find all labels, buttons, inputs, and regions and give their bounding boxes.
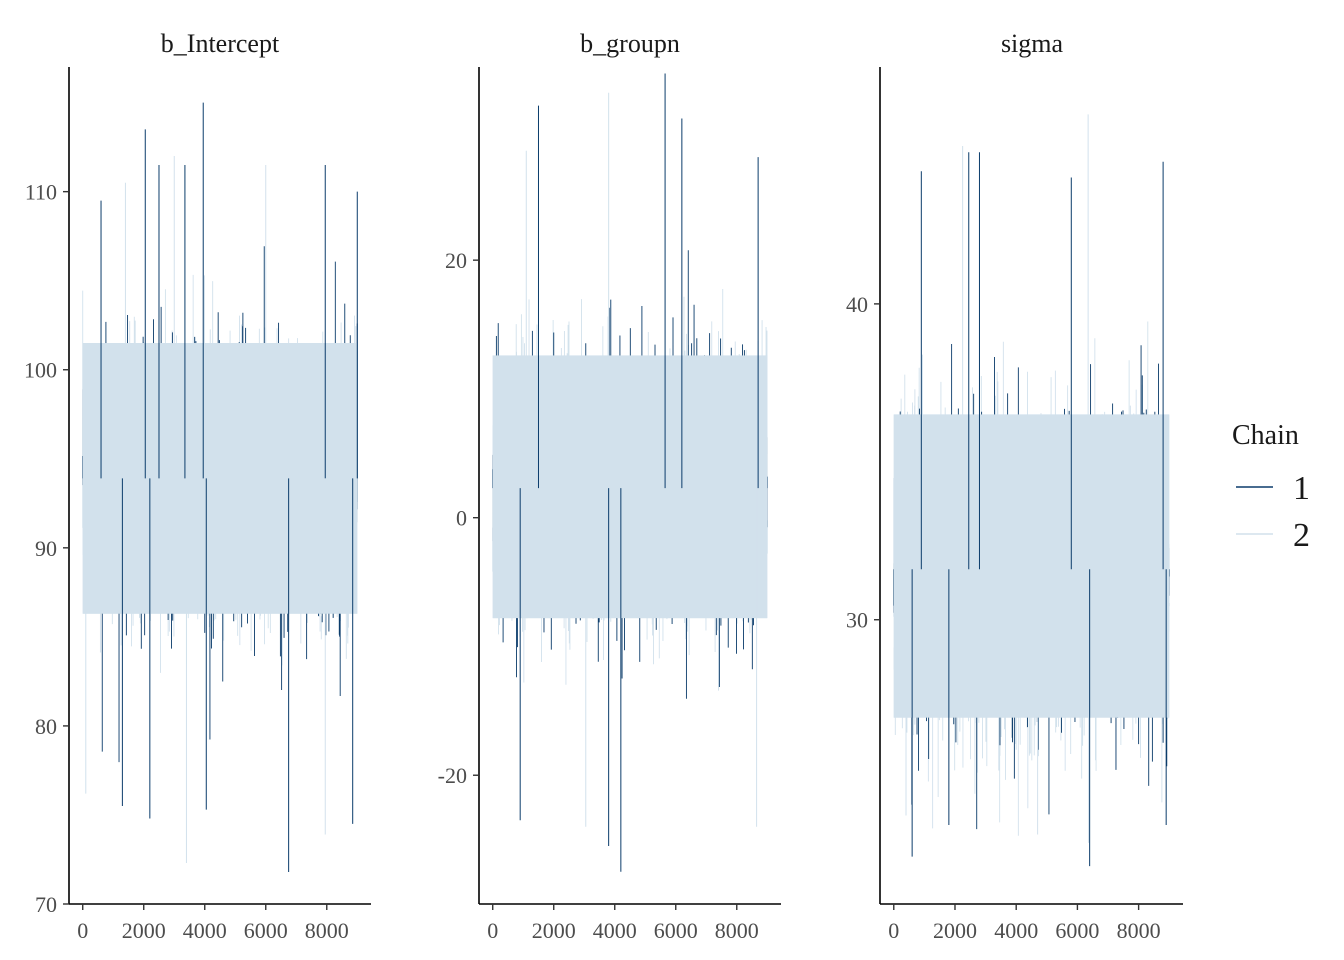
legend-label-chain-1: 1: [1293, 470, 1310, 507]
facet-title: b_groupn: [580, 29, 680, 58]
y-tick-label: -20: [438, 763, 467, 788]
y-tick-label: 70: [35, 892, 57, 917]
facet-title: b_Intercept: [161, 29, 280, 58]
y-tick-label: 100: [24, 358, 57, 383]
facet-b-intercept: b_Intercept 70 80 90 100 110 0 2000 4000 6000 8000: [24, 29, 371, 943]
x-tick-label: 2000: [933, 918, 977, 943]
y-tick-label: 40: [846, 292, 868, 317]
x-tick-label: 6000: [244, 918, 288, 943]
x-tick-label: 0: [77, 918, 88, 943]
x-tick-label: 4000: [994, 918, 1038, 943]
legend-label-chain-2: 2: [1293, 517, 1310, 554]
x-tick-label: 8000: [1117, 918, 1161, 943]
x-tick-label: 2000: [532, 918, 576, 943]
x-tick-label: 4000: [593, 918, 637, 943]
facet-title: sigma: [1001, 29, 1064, 58]
x-tick-label: 2000: [122, 918, 166, 943]
y-tick-label: 80: [35, 714, 57, 739]
y-tick-label: 0: [456, 506, 467, 531]
y-tick-label: 110: [25, 180, 57, 205]
central-band-overlay: [492, 355, 768, 619]
y-tick-label: 20: [445, 248, 467, 273]
x-tick-label: 0: [487, 918, 498, 943]
y-tick-label: 30: [846, 608, 868, 633]
legend-title: Chain: [1232, 420, 1299, 451]
x-tick-label: 8000: [305, 918, 349, 943]
central-band-overlay: [82, 343, 358, 614]
legend: Chain 1 2: [1232, 420, 1310, 554]
x-tick-label: 6000: [654, 918, 698, 943]
x-tick-label: 0: [888, 918, 899, 943]
facet-sigma: sigma 30 40 0 2000 4000 6000 8000: [846, 29, 1183, 943]
facet-b-groupn: b_groupn -20 0 20 0 2000 4000 6000 8000: [438, 29, 781, 943]
x-tick-label: 4000: [183, 918, 227, 943]
y-tick-label: 90: [35, 536, 57, 561]
x-tick-label: 6000: [1055, 918, 1099, 943]
central-band-overlay: [893, 414, 1170, 718]
x-tick-label: 8000: [715, 918, 759, 943]
